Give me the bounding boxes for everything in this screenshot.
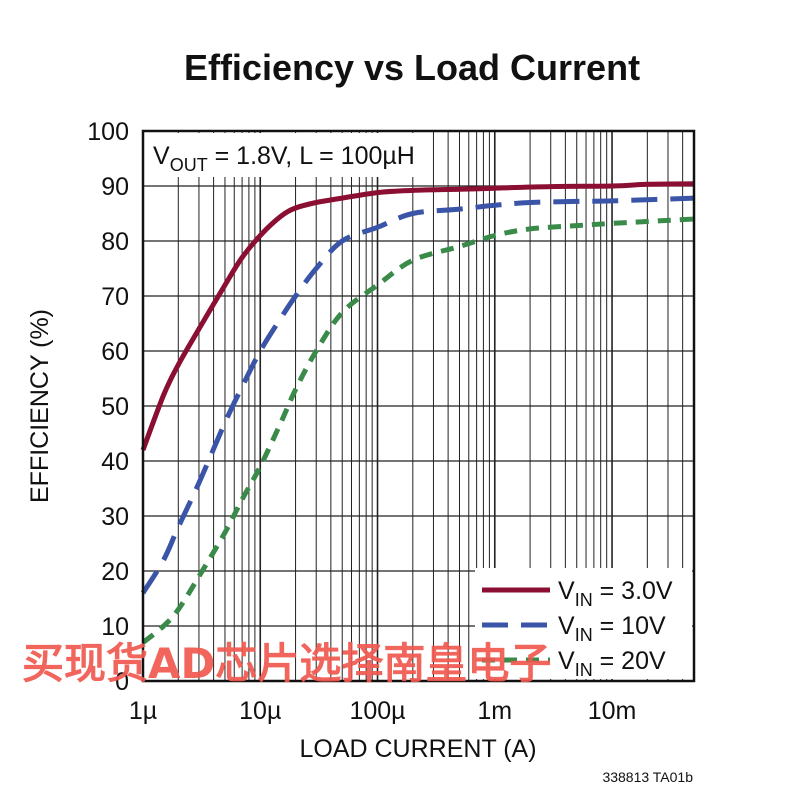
series-line-10v xyxy=(140,195,695,595)
y-tick-label: 80 xyxy=(101,228,129,256)
y-tick-label: 30 xyxy=(101,503,129,531)
x-tick-label: 1m xyxy=(477,697,512,725)
y-axis-label: EFFICIENCY (%) xyxy=(26,309,54,503)
y-tick-label: 90 xyxy=(101,173,129,201)
x-tick-label: 10µ xyxy=(239,697,281,725)
y-tick-label: 20 xyxy=(101,558,129,586)
x-axis-label: LOAD CURRENT (A) xyxy=(299,735,536,763)
y-tick-label: 50 xyxy=(101,393,129,421)
series-layer xyxy=(140,181,695,645)
x-tick-label: 100µ xyxy=(349,697,405,725)
annotation-box: VOUT = 1.8V, L = 100µH xyxy=(145,133,425,177)
y-axis-ticks: 0 10 20 30 40 50 60 70 80 90 100 xyxy=(87,118,129,696)
x-axis-ticks: 1µ 10µ 100µ 1m 10m xyxy=(129,697,637,725)
legend-label: VIN = 10V xyxy=(558,612,666,645)
figure-code: 338813 TA01b xyxy=(602,769,693,785)
x-tick-label: 1µ xyxy=(129,697,157,725)
conditions-annotation: VOUT = 1.8V, L = 100µH xyxy=(153,142,415,175)
y-tick-label: 100 xyxy=(87,118,129,146)
legend-label: VIN = 20V xyxy=(558,647,666,680)
x-tick-label: 10m xyxy=(588,697,637,725)
y-tick-label: 10 xyxy=(101,613,129,641)
chart-title: Efficiency vs Load Current xyxy=(184,47,640,88)
legend-label: VIN = 3.0V xyxy=(558,577,673,610)
y-tick-label: 0 xyxy=(115,668,129,696)
y-tick-label: 40 xyxy=(101,448,129,476)
series-line-3.0v xyxy=(140,181,695,451)
series-line-20v xyxy=(141,216,695,645)
y-tick-label: 60 xyxy=(101,338,129,366)
watermark-text: 买现货AD芯片选择南皇电子 xyxy=(22,639,551,688)
y-tick-label: 70 xyxy=(101,283,129,311)
plot-frame xyxy=(141,129,696,683)
